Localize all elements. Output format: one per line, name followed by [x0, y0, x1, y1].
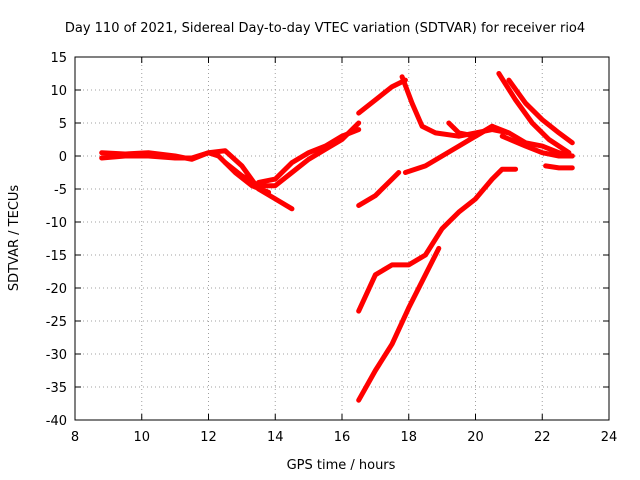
series-trace [356, 170, 402, 208]
series-trace [356, 77, 408, 116]
y-tick-label: -20 [46, 282, 67, 297]
y-axis-label: SDTVAR / TECUs [7, 185, 22, 292]
x-tick-label: 20 [467, 430, 484, 445]
y-tick-label: 0 [59, 150, 67, 165]
chart-title: Day 110 of 2021, Sidereal Day-to-day VTE… [65, 21, 585, 36]
series-trace [356, 245, 442, 403]
x-tick-label: 22 [534, 430, 551, 445]
y-tick-label: -25 [46, 315, 67, 330]
x-tick-label: 8 [71, 430, 79, 445]
x-tick-label: 14 [267, 430, 284, 445]
x-tick-label: 16 [334, 430, 351, 445]
y-tick-label: -10 [46, 216, 67, 231]
y-tick-label: 15 [50, 51, 67, 66]
x-tick-label: 18 [400, 430, 417, 445]
data-series [99, 71, 575, 403]
y-tick-label: 10 [50, 84, 67, 99]
y-tick-label: -40 [46, 414, 67, 429]
y-tick-label: -5 [54, 183, 67, 198]
y-tick-label: -35 [46, 381, 67, 396]
x-tick-label: 24 [601, 430, 618, 445]
grid-lines [75, 57, 609, 420]
series-trace [506, 77, 575, 146]
x-tick-label: 12 [200, 430, 217, 445]
y-tick-label: 5 [59, 117, 67, 132]
y-tick-label: -30 [46, 348, 67, 363]
series-trace [499, 133, 575, 159]
y-tick-label: -15 [46, 249, 67, 264]
series-trace [496, 71, 572, 156]
series-trace [356, 166, 519, 314]
series-trace [256, 127, 362, 185]
x-axis-label: GPS time / hours [287, 458, 396, 473]
axis-ticks: 8 10 12 14 16 18 20 22 24 -40 -35 -30 -25 -20 -15 -10 -5… [46, 51, 618, 445]
series-trace [446, 120, 575, 159]
series-trace [99, 150, 272, 195]
series-trace [543, 163, 575, 171]
x-tick-label: 10 [133, 430, 150, 445]
series-trace [222, 120, 362, 189]
